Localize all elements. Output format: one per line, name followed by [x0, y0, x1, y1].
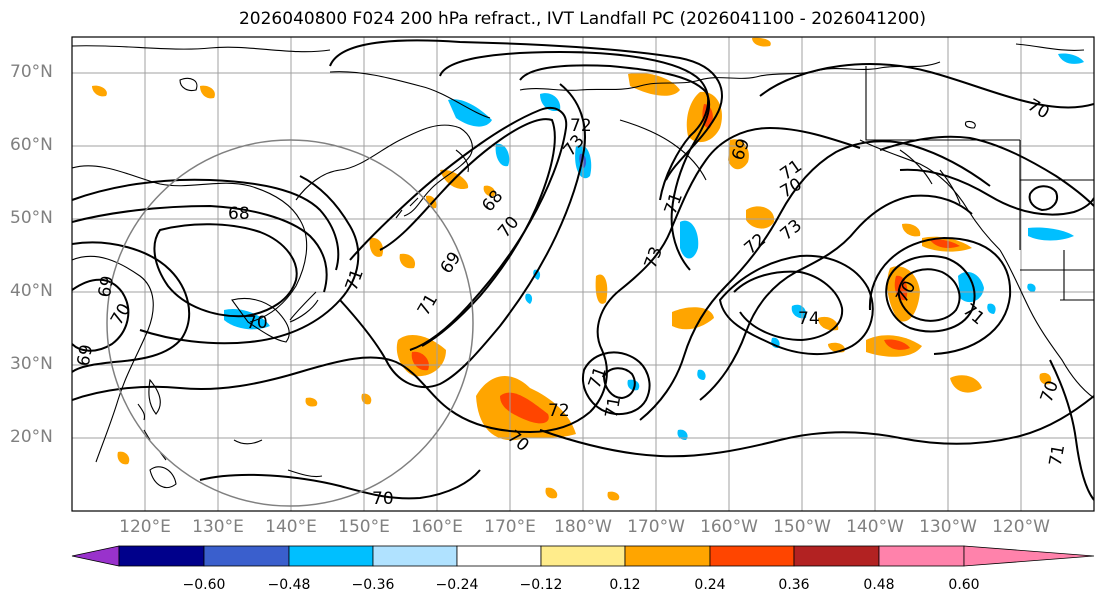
contour-label: 71 [602, 395, 625, 420]
colorbar-upper-extension [963, 545, 1095, 567]
contour-label: 71 [1046, 443, 1069, 468]
contour-label: 70 [246, 313, 268, 333]
colorbar-tick-label: 0.60 [948, 577, 980, 593]
colorbar-tick-label: 0.12 [609, 577, 641, 593]
colorbar [71, 545, 1095, 567]
contour-label: 69 [95, 274, 118, 299]
coastlines [72, 43, 1094, 488]
lon-label: 170°E [484, 517, 536, 537]
colorbar-bin [709, 545, 795, 567]
contour-label: 70 [372, 489, 394, 509]
contour-label: 68 [478, 187, 507, 216]
contour-label: 69 [74, 343, 97, 368]
contour-label: 72 [741, 230, 770, 259]
contour-label: 69 [437, 248, 466, 277]
lon-label: 180°W [554, 517, 612, 537]
colorbar-bin [118, 545, 205, 567]
contour-label: 71 [661, 190, 687, 217]
contour-label-group: 68 69 70 71 72 73 68 69 70 71 70 69 70 7… [74, 95, 1069, 509]
lon-label: 140°W [846, 517, 904, 537]
lon-label: 120°E [119, 517, 171, 537]
contour-label: 70 [107, 300, 135, 329]
lon-label: 170°W [627, 517, 685, 537]
colorbar-bin [793, 545, 880, 567]
refractivity-contours [72, 39, 1094, 501]
lon-label: 130°W [919, 517, 977, 537]
lat-label: 30°N [10, 354, 53, 374]
colorbar-bin [878, 545, 965, 567]
lat-lon-grid [72, 37, 1094, 511]
contour-label: 70 [494, 213, 523, 242]
contour-label: 71 [414, 291, 442, 320]
positive-anomaly-shading [92, 37, 1052, 501]
colorbar-tick-label: −0.24 [435, 577, 479, 593]
contour-label: 70 [1024, 95, 1053, 123]
contour-label: 68 [228, 204, 250, 224]
colorbar-tick-label: −0.36 [351, 577, 395, 593]
lon-label: 120°W [992, 517, 1050, 537]
map-plot-area: 68 69 70 71 72 73 68 69 70 71 70 69 70 7… [72, 37, 1094, 511]
lat-label: 50°N [10, 208, 53, 228]
negative-anomaly-shading [224, 53, 1084, 440]
colorbar-tick-label: 0.36 [778, 577, 810, 593]
lat-label: 70°N [10, 62, 53, 82]
colorbar-bin [288, 545, 374, 567]
lat-label: 60°N [10, 135, 53, 155]
plot-frame [71, 36, 1095, 512]
colorbar-tick-label: 0.24 [694, 577, 726, 593]
lon-label: 160°E [411, 517, 463, 537]
colorbar-tick-label: −0.60 [182, 577, 226, 593]
colorbar-bin [540, 545, 626, 567]
colorbar-lower-extension [71, 545, 120, 567]
colorbar-tick-label: −0.48 [267, 577, 311, 593]
colorbar-tick-label: −0.12 [519, 577, 563, 593]
lon-label: 140°E [265, 517, 317, 537]
contour-label: 72 [548, 401, 570, 421]
colorbar-bin [456, 545, 542, 567]
colorbar-tick-label: 0.48 [863, 577, 895, 593]
colorbar-bin [372, 545, 458, 567]
lon-label: 130°E [192, 517, 244, 537]
lon-label: 150°W [773, 517, 831, 537]
contour-label: 72 [570, 116, 592, 136]
lon-label: 150°E [338, 517, 390, 537]
colorbar-bin [203, 545, 290, 567]
range-circle [106, 139, 474, 507]
lon-label: 160°W [700, 517, 758, 537]
lat-label: 40°N [10, 281, 53, 301]
contour-label: 74 [798, 309, 820, 329]
map-title: 2026040800 F024 200 hPa refract., IVT La… [238, 9, 926, 29]
colorbar-bin [624, 545, 711, 567]
contour-label: 71 [959, 300, 988, 329]
lat-label: 20°N [10, 427, 53, 447]
